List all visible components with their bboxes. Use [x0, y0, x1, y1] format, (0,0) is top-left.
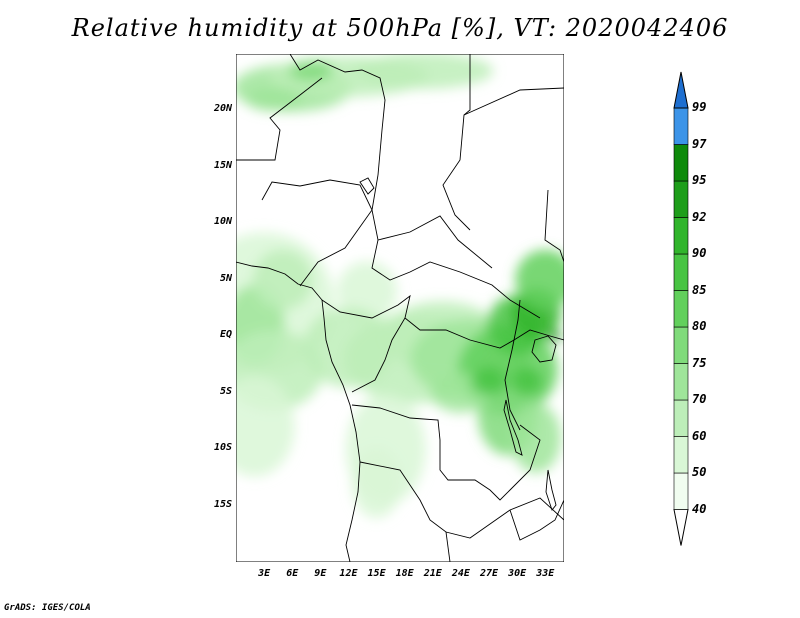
colorbar-label: 99 — [692, 100, 707, 114]
credit-text: GrADS: IGES/COLA — [4, 603, 91, 613]
lake-malawi — [545, 469, 557, 511]
border-north-1 — [289, 54, 386, 176]
border-car — [371, 239, 541, 319]
colorbar-label: 85 — [692, 282, 707, 297]
y-axis-label: EQ — [219, 329, 232, 341]
x-axis-label: 18E — [395, 568, 414, 579]
humidity-blob-24 — [548, 330, 561, 343]
colorbar-label: 80 — [692, 319, 707, 333]
x-axis-label: 12E — [339, 568, 358, 579]
colorbar-label: 95 — [692, 173, 707, 187]
colorbar-label: 92 — [692, 209, 707, 224]
y-axis-label: 10N — [213, 216, 232, 228]
border-north-3 — [236, 77, 323, 161]
x-axis-label: 21E — [423, 568, 442, 579]
border-west — [261, 179, 373, 287]
colorbar-label: 60 — [692, 428, 707, 443]
y-axis-label: 5N — [219, 272, 232, 284]
border-north-2 — [442, 54, 471, 231]
x-axis-label: 24E — [451, 568, 470, 579]
colorbar-label: 50 — [692, 465, 707, 479]
colorbar-segment — [673, 363, 689, 401]
colorbar-segment — [673, 472, 689, 510]
humidity-blob-22 — [351, 447, 402, 518]
humidity-blob-10 — [337, 261, 398, 322]
y-axis-label: 10S — [213, 442, 232, 454]
chart-title: Relative humidity at 500hPa [%], VT: 202… — [71, 14, 729, 42]
colorbar-lower-triangle — [673, 509, 689, 546]
colorbar-label: 40 — [692, 501, 707, 516]
border-east-2 — [544, 189, 564, 263]
border-gabon — [321, 294, 411, 393]
x-axis-label: 6E — [286, 568, 299, 579]
y-axis-label: 15N — [213, 159, 232, 171]
colorbar-segment — [673, 436, 689, 474]
colorbar-label: 97 — [692, 136, 707, 151]
colorbar-label: 90 — [692, 246, 707, 260]
colorbar-segment — [673, 107, 689, 145]
x-axis-label: 15E — [367, 568, 386, 579]
colorbar-segment — [673, 399, 689, 437]
x-axis-label: 33E — [536, 568, 555, 579]
humidity-blob-26 — [510, 367, 543, 396]
humidity-blob-9 — [236, 376, 295, 477]
humidity-blob-4 — [288, 60, 333, 81]
border-zambia — [445, 531, 451, 562]
colorbar-segment — [673, 326, 689, 364]
border-congo — [404, 317, 564, 349]
humidity-blob-3 — [245, 87, 302, 112]
lake-chad — [359, 177, 375, 195]
colorbar-label: 70 — [692, 392, 707, 406]
humidity-blob-20 — [510, 402, 561, 473]
colorbar-label: 75 — [692, 355, 707, 370]
x-axis-label: 9E — [314, 568, 327, 579]
humidity-blob-18 — [515, 249, 564, 310]
lake-tanganyika — [503, 399, 523, 456]
humidity-blob-25 — [471, 367, 508, 396]
y-axis-label: 15S — [213, 498, 232, 510]
humidity-blob-7 — [252, 249, 313, 310]
coastline — [236, 261, 361, 562]
colorbar-upper-triangle — [673, 71, 689, 109]
border-mozambique — [509, 499, 564, 541]
x-axis-label: 30E — [508, 568, 527, 579]
lake-victoria — [531, 335, 557, 363]
colorbar-segment — [673, 290, 689, 328]
humidity-field — [236, 54, 564, 562]
colorbar-segment — [673, 180, 689, 218]
x-axis-label: 3E — [258, 568, 271, 579]
border-sudan — [463, 87, 564, 116]
colorbar-segment — [673, 144, 689, 182]
border-east-1 — [504, 299, 521, 431]
border-drc-south — [351, 404, 541, 501]
y-axis-label: 20N — [213, 103, 232, 115]
colorbar-segment — [673, 217, 689, 255]
y-axis-label: 5S — [219, 385, 232, 397]
country-borders — [236, 54, 564, 562]
colorbar — [673, 71, 689, 546]
humidity-blob-2 — [353, 54, 494, 89]
x-axis-label: 27E — [479, 568, 499, 579]
colorbar-segment — [673, 253, 689, 291]
